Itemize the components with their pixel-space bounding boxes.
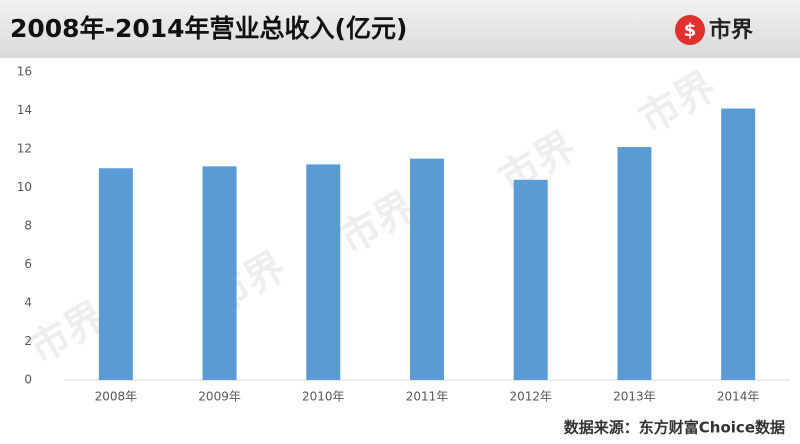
bar xyxy=(513,179,548,380)
x-tick-label: 2009年 xyxy=(198,390,241,404)
bar xyxy=(617,147,652,380)
watermark: 市界 xyxy=(632,63,724,143)
y-tick-label: 8 xyxy=(24,219,32,233)
x-tick-label: 2008年 xyxy=(95,390,138,404)
chart-title: 2008年-2014年营业总收入(亿元) xyxy=(10,14,407,43)
y-tick-label: 2 xyxy=(24,334,32,348)
watermark: 市界 xyxy=(332,183,424,263)
y-tick-label: 10 xyxy=(17,180,32,194)
bar xyxy=(98,168,133,380)
x-tick-label: 2012年 xyxy=(509,390,552,404)
x-tick-label: 2010年 xyxy=(302,390,345,404)
y-tick-label: 6 xyxy=(24,257,32,271)
x-tick-label: 2014年 xyxy=(717,390,760,404)
bar xyxy=(202,166,237,380)
bar xyxy=(410,158,444,380)
y-tick-label: 0 xyxy=(24,373,32,387)
brand-logo: $ 市界 xyxy=(675,15,753,45)
y-tick-label: 14 xyxy=(17,103,32,117)
y-tick-label: 16 xyxy=(17,65,32,79)
bar xyxy=(721,108,756,380)
logo-symbol: $ xyxy=(684,20,697,41)
source-note: 数据来源：东方财富Choice数据 xyxy=(564,419,785,437)
x-tick-label: 2013年 xyxy=(613,390,656,404)
bar xyxy=(306,164,341,380)
title-bar xyxy=(0,0,800,58)
y-tick-label: 4 xyxy=(24,296,32,310)
logo-icon xyxy=(675,15,705,45)
brand-name: 市界 xyxy=(709,17,753,43)
x-tick-label: 2011年 xyxy=(406,390,449,404)
y-tick-label: 12 xyxy=(17,142,32,156)
